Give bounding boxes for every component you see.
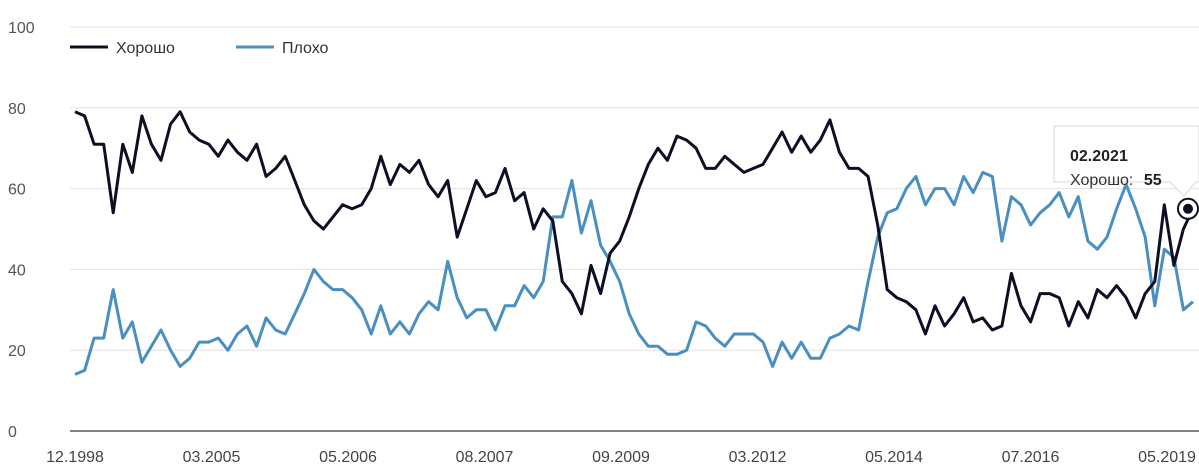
y-tick-label: 0 xyxy=(8,424,17,441)
series-line-bad[interactable] xyxy=(74,170,1194,376)
hover-point[interactable] xyxy=(1183,203,1193,214)
hover-marker xyxy=(1177,197,1199,220)
legend: Хорошо Плохо xyxy=(70,40,329,57)
y-tick-label: 60 xyxy=(8,182,26,199)
x-tick-label: 05.2019 xyxy=(1138,449,1196,466)
tooltip-box xyxy=(1053,125,1199,197)
x-axis: 12.1998 03.2005 05.2006 08.2007 09.2009 03.20… xyxy=(46,449,1196,466)
x-tick-label: 07.2016 xyxy=(1002,449,1060,466)
legend-item-good[interactable]: Хорошо xyxy=(70,40,175,57)
tooltip-series-label: Хорошо: xyxy=(1070,172,1133,189)
tooltip-value: 55 xyxy=(1144,172,1162,189)
legend-item-bad[interactable]: Плохо xyxy=(236,40,329,57)
y-tick-label: 100 xyxy=(8,20,35,37)
grid xyxy=(70,26,1199,432)
legend-label-bad: Плохо xyxy=(282,40,329,57)
y-tick-label: 20 xyxy=(8,343,26,360)
tooltip: 02.2021 Хорошо: 55 xyxy=(1053,125,1199,197)
tooltip-line: Хорошо: 55 xyxy=(1070,172,1162,189)
legend-label-good: Хорошо xyxy=(116,40,175,57)
series-lines xyxy=(74,110,1195,376)
x-tick-label: 12.1998 xyxy=(46,449,104,466)
y-axis: 0 20 40 60 80 100 xyxy=(8,20,35,441)
x-tick-label: 05.2014 xyxy=(865,449,923,466)
x-tick-label: 05.2006 xyxy=(319,449,377,466)
x-tick-label: 03.2005 xyxy=(183,449,241,466)
y-tick-label: 80 xyxy=(8,101,26,118)
x-tick-label: 08.2007 xyxy=(456,449,514,466)
x-tick-label: 03.2012 xyxy=(729,449,787,466)
series-line-good[interactable] xyxy=(74,110,1195,336)
y-tick-label: 40 xyxy=(8,262,26,279)
tooltip-date: 02.2021 xyxy=(1070,148,1128,165)
x-tick-label: 09.2009 xyxy=(592,449,650,466)
